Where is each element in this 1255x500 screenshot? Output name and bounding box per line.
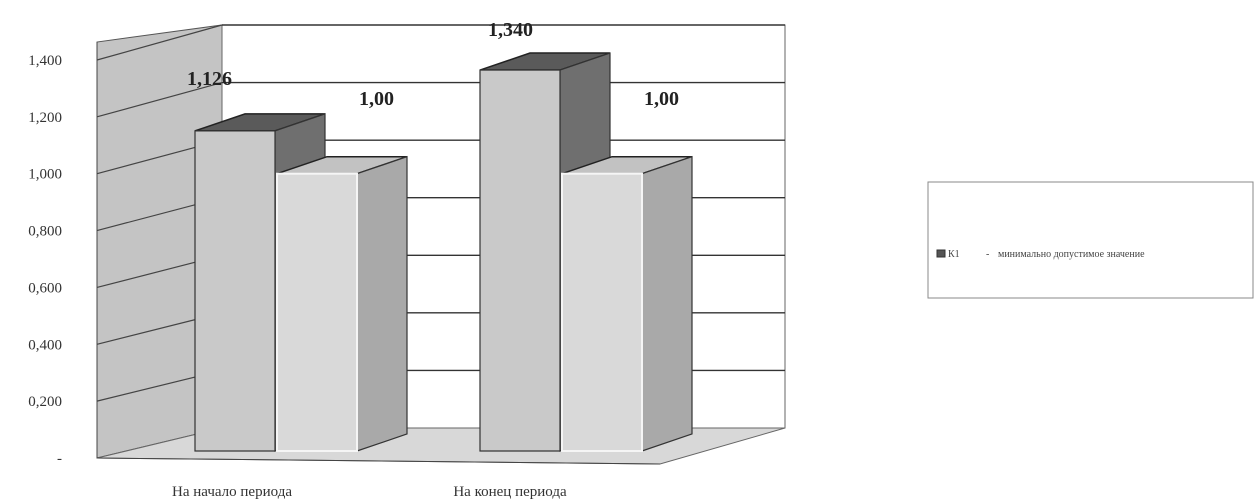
x-category-label: На начало периода xyxy=(172,484,292,500)
x-axis-line xyxy=(96,457,661,465)
y-tick-label: 0,200 xyxy=(28,394,62,410)
y-tick-label: 0,400 xyxy=(28,337,62,353)
bars xyxy=(194,52,693,452)
data-label: 1,00 xyxy=(359,88,394,110)
bar-min-1 xyxy=(276,155,408,452)
y-tick-label: 1,400 xyxy=(28,53,62,69)
legend-marker-k1 xyxy=(936,249,946,258)
bar-front xyxy=(276,172,358,452)
bar-front xyxy=(479,69,561,452)
gridline-side xyxy=(96,81,223,118)
y-tick-label: 1,000 xyxy=(28,167,62,183)
y-tick-label: - xyxy=(57,451,62,467)
legend: К1 - минимально допустимое значение xyxy=(927,181,1254,299)
bar-min-2 xyxy=(561,155,693,452)
y-tick-label: 1,200 xyxy=(28,110,62,126)
data-label: 1,126 xyxy=(187,68,232,90)
bar-front xyxy=(561,172,643,452)
bar-side xyxy=(641,155,693,452)
x-category-label: На конец периода xyxy=(453,484,567,500)
data-label: 1,340 xyxy=(488,19,533,41)
y-tick-label: 0,600 xyxy=(28,280,62,296)
data-label: 1,00 xyxy=(644,88,679,110)
bar-side xyxy=(356,155,408,452)
gridline-side xyxy=(96,24,223,61)
bar-front xyxy=(194,130,276,452)
y-tick-label: 0,800 xyxy=(28,224,62,240)
x-axis: На начало периода На конец периода xyxy=(172,484,567,500)
legend-text: минимально допустимое значение xyxy=(998,249,1145,260)
y-axis: - 0,200 0,400 0,600 0,800 1,000 1,200 1,400 xyxy=(28,53,62,467)
data-labels: 1,126 1,00 1,340 1,00 xyxy=(187,19,679,110)
legend-separator: - xyxy=(986,249,989,260)
legend-series-label: К1 xyxy=(948,249,960,260)
